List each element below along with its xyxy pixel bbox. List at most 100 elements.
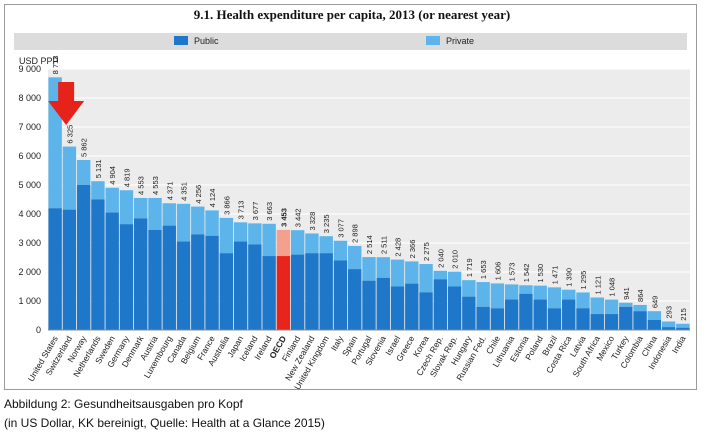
- value-label-latvia: 1 295: [579, 271, 588, 290]
- figure-caption-source: (in US Dollar, KK bereinigt, Quelle: Hea…: [4, 416, 325, 430]
- bar-public-estonia: [519, 293, 533, 330]
- bar-private-latvia: [576, 292, 590, 309]
- bar-private-netherlands: [91, 181, 105, 200]
- y-axis-label: USD PPP: [19, 56, 59, 66]
- bar-public-costa-rica: [562, 299, 576, 330]
- category-label-india: India: [670, 334, 688, 355]
- value-label-canada: 4 351: [180, 182, 189, 201]
- bar-private-new-zealand: [305, 233, 319, 254]
- bar-private-greece: [405, 261, 419, 284]
- value-label-switzerland: 6 325: [65, 125, 74, 144]
- value-label-norway: 5 862: [80, 138, 89, 157]
- bar-public-spain: [348, 269, 362, 330]
- legend-label-public: Public: [194, 36, 219, 46]
- bar-public-hungary: [462, 296, 476, 330]
- value-label-israel: 2 428: [394, 238, 403, 257]
- value-label-south-africa: 1 121: [593, 276, 602, 295]
- bar-private-oecd: [276, 229, 291, 257]
- bar-public-italy: [333, 260, 348, 330]
- value-label-lithuania: 1 573: [508, 263, 517, 282]
- bar-public-australia: [219, 253, 234, 330]
- bar-public-japan: [233, 241, 248, 330]
- chart-legend: Public Private: [14, 33, 687, 50]
- bar-private-germany: [119, 190, 134, 225]
- y-tick-label: 0: [36, 325, 41, 335]
- bar-public-korea: [419, 292, 433, 330]
- value-label-turkey: 941: [622, 287, 631, 300]
- bar-private-brazil: [547, 287, 562, 309]
- bar-public-brazil: [547, 308, 562, 330]
- bar-private-finland: [290, 230, 305, 255]
- bar-private-turkey: [619, 302, 633, 307]
- bar-public-russian-fed: [476, 306, 490, 330]
- bar-public-belgium: [191, 234, 205, 330]
- bar-private-norway: [76, 160, 91, 185]
- bar-private-iceland: [248, 223, 262, 245]
- bar-private-australia: [219, 217, 234, 254]
- value-label-brazil: 1 471: [550, 266, 559, 285]
- bar-private-japan: [233, 222, 248, 242]
- bar-public-chile: [490, 308, 505, 330]
- bar-private-ireland: [262, 223, 276, 257]
- value-label-united-states: 8 713: [51, 56, 60, 75]
- y-tick-label: 4 000: [18, 209, 41, 219]
- value-label-new-zealand: 3 328: [308, 212, 317, 231]
- chart-title: 9.1. Health expenditure per capita, 2013…: [193, 7, 511, 22]
- bar-private-korea: [419, 264, 433, 293]
- value-label-poland: 1 530: [536, 264, 545, 283]
- value-label-united-kingdom: 3 235: [322, 214, 331, 233]
- value-label-india: 215: [679, 308, 688, 321]
- bar-private-hungary: [462, 280, 476, 297]
- value-label-china: 649: [650, 296, 659, 309]
- bar-private-chile: [490, 283, 505, 309]
- bar-public-poland: [533, 299, 547, 330]
- bar-private-luxembourg: [162, 203, 176, 226]
- red-arrow-icon: [48, 82, 85, 125]
- value-label-indonesia: 293: [665, 306, 674, 319]
- value-label-greece: 2 366: [408, 240, 417, 259]
- bar-private-russian-fed: [476, 282, 490, 307]
- bar-public-south-africa: [590, 314, 604, 330]
- bar-public-denmark: [134, 218, 148, 330]
- value-label-colombia: 864: [636, 289, 645, 302]
- bar-private-slovak-rep: [447, 271, 462, 287]
- value-label-netherlands: 5 131: [94, 159, 103, 178]
- bar-public-ireland: [262, 256, 276, 330]
- y-tick-label: 7 000: [18, 122, 41, 132]
- bar-public-netherlands: [91, 199, 105, 330]
- value-label-france: 4 124: [208, 189, 217, 208]
- value-label-austria: 4 553: [151, 176, 160, 195]
- bar-private-france: [205, 210, 219, 236]
- value-label-belgium: 4 256: [194, 185, 203, 204]
- legend-swatch-public: [174, 36, 188, 45]
- value-label-costa-rica: 1 390: [565, 268, 574, 287]
- y-tick-label: 8 000: [18, 93, 41, 103]
- bar-public-finland: [290, 254, 305, 330]
- bar-public-czech-rep: [433, 279, 448, 330]
- value-label-hungary: 1 719: [465, 258, 474, 277]
- value-label-australia: 3 866: [222, 196, 231, 215]
- bar-public-canada: [176, 241, 191, 330]
- bar-public-indonesia: [661, 327, 676, 330]
- bar-public-iceland: [248, 244, 262, 330]
- y-tick-label: 6 000: [18, 151, 41, 161]
- bar-private-switzerland: [62, 146, 77, 210]
- bar-public-india: [676, 327, 690, 330]
- bar-private-india: [676, 323, 690, 328]
- bar-private-colombia: [633, 304, 647, 312]
- legend-label-private: Private: [446, 36, 475, 46]
- bar-public-new-zealand: [305, 253, 319, 330]
- bar-private-canada: [176, 203, 191, 242]
- value-label-mexico: 1 048: [608, 278, 617, 297]
- bar-public-slovenia: [376, 277, 390, 330]
- value-label-korea: 2 275: [422, 242, 431, 261]
- bar-private-sweden: [105, 187, 119, 213]
- y-tick-label: 3 000: [18, 238, 41, 248]
- bar-private-costa-rica: [562, 289, 576, 300]
- bar-private-denmark: [134, 197, 148, 219]
- bar-public-germany: [119, 224, 134, 330]
- bar-public-oecd: [276, 256, 291, 330]
- bar-public-turkey: [619, 306, 633, 330]
- legend-item-public: Public: [174, 36, 219, 47]
- legend-item-private: Private: [426, 36, 474, 47]
